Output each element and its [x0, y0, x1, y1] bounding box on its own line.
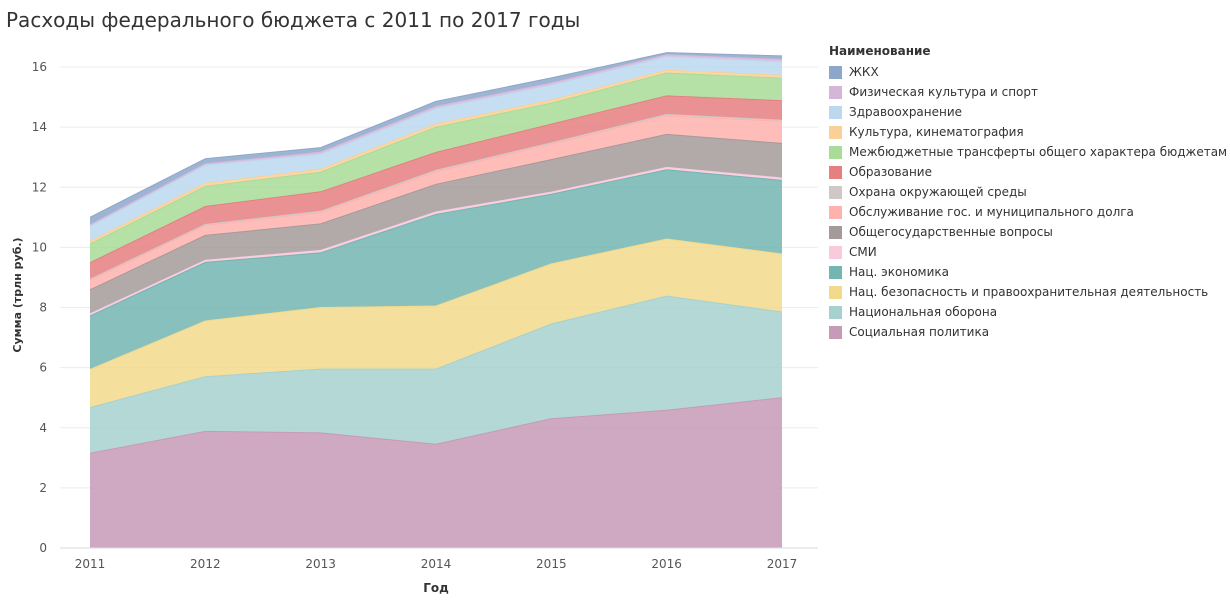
x-tick-label: 2014 [421, 557, 452, 571]
series-line-8 [89, 95, 783, 264]
legend: Наименование ЖКХ Физическая культура и сп… [829, 44, 1230, 342]
legend-label: Национальная оборона [849, 305, 998, 319]
legend-item[interactable]: Нац. безопасность и правоохранительная д… [829, 282, 1230, 302]
series-line-2 [89, 238, 783, 370]
series-line-5 [89, 133, 783, 291]
series-line-4 [89, 166, 783, 315]
area-6 [90, 115, 782, 290]
chart-title: Расходы федерального бюджета с 2011 по 2… [6, 8, 581, 32]
area-9 [90, 73, 782, 263]
legend-item[interactable]: Физическая культура и спорт [829, 82, 1230, 102]
legend-swatch [829, 165, 842, 179]
legend-title: Наименование [829, 44, 931, 58]
legend-item[interactable]: Образование [829, 162, 1230, 182]
legend-label: СМИ [849, 245, 877, 259]
legend-swatch [829, 305, 842, 319]
legend-swatch [829, 185, 842, 199]
series-line-10 [89, 69, 783, 242]
legend-swatch [829, 105, 842, 119]
axes: 0 2 4 6 8 10 12 14 16 2011 2012 2013 2014 2015 2016 201… [32, 60, 818, 571]
y-tick-label: 8 [39, 301, 47, 315]
area-3 [90, 169, 782, 370]
x-tick-label: 2016 [651, 557, 682, 571]
legend-label: Нац. экономика [849, 265, 949, 279]
legend-label: Общегосударственные вопросы [849, 225, 1053, 239]
legend-swatch [829, 65, 842, 79]
area-8 [90, 95, 782, 280]
legend-item[interactable]: Обслуживание гос. и муниципального долга [829, 202, 1230, 222]
series-line-3 [89, 169, 783, 317]
legend-label: Охрана окружающей среды [849, 185, 1027, 199]
legend-swatch [829, 145, 842, 159]
y-tick-label: 2 [39, 481, 47, 495]
x-tick-label: 2012 [190, 557, 221, 571]
y-tick-label: 4 [39, 421, 47, 435]
x-tick-label: 2015 [536, 557, 567, 571]
legend-label: ЖКХ [849, 65, 879, 79]
legend-items: ЖКХ Физическая культура и спорт Здравоохра… [829, 62, 1230, 342]
y-tick-label: 16 [32, 60, 47, 74]
area-0 [90, 397, 782, 548]
series-line-9 [89, 72, 783, 245]
y-tick-label: 6 [39, 361, 47, 375]
legend-swatch [829, 245, 842, 259]
legend-swatch [829, 285, 842, 299]
x-axis-label: Год [423, 581, 449, 595]
series-line-1 [89, 295, 783, 409]
area-2 [90, 239, 782, 408]
legend-item[interactable]: Охрана окружающей среды [829, 182, 1230, 202]
legend-label: Нац. безопасность и правоохранительная д… [849, 285, 1209, 299]
y-tick-label: 12 [32, 180, 47, 194]
series-line-0 [89, 397, 783, 454]
series-line-13 [89, 52, 783, 218]
series-line-12 [89, 54, 783, 226]
legend-label: Здравоохранение [849, 105, 963, 119]
legend-swatch [829, 85, 842, 99]
legend-swatch [829, 225, 842, 239]
x-tick-label: 2011 [75, 557, 106, 571]
legend-swatch [829, 205, 842, 219]
series-line-6 [89, 115, 783, 281]
legend-label: Образование [849, 165, 932, 179]
legend-item[interactable]: Нац. экономика [829, 262, 1230, 282]
legend-item[interactable]: Социальная политика [829, 322, 1230, 342]
legend-swatch [829, 325, 842, 339]
legend-item[interactable]: Культура, кинематография [829, 122, 1230, 142]
legend-item[interactable]: Общегосударственные вопросы [829, 222, 1230, 242]
y-tick-label: 14 [32, 120, 47, 134]
series-lines [89, 52, 783, 454]
x-tick-label: 2013 [305, 557, 336, 571]
legend-item[interactable]: Национальная оборона [829, 302, 1230, 322]
y-axis-label: Сумма (трлн руб.) [11, 237, 24, 352]
legend-item[interactable]: СМИ [829, 242, 1230, 262]
legend-label: Физическая культура и спорт [849, 85, 1038, 99]
legend-swatch [829, 265, 842, 279]
y-tick-label: 0 [39, 541, 47, 555]
series-line-11 [89, 56, 783, 227]
y-tick-label: 10 [32, 240, 47, 254]
legend-item[interactable]: Межбюджетные трансферты общего характера… [829, 142, 1230, 162]
series-line-7 [89, 113, 783, 280]
x-tick-label: 2017 [767, 557, 798, 571]
legend-label: Обслуживание гос. и муниципального долга [849, 205, 1134, 219]
legend-label: Межбюджетные трансферты общего характера… [849, 145, 1230, 159]
legend-item[interactable]: Здравоохранение [829, 102, 1230, 122]
legend-swatch [829, 125, 842, 139]
legend-label: Социальная политика [849, 325, 990, 339]
legend-item[interactable]: ЖКХ [829, 62, 1230, 82]
legend-label: Культура, кинематография [849, 125, 1024, 139]
